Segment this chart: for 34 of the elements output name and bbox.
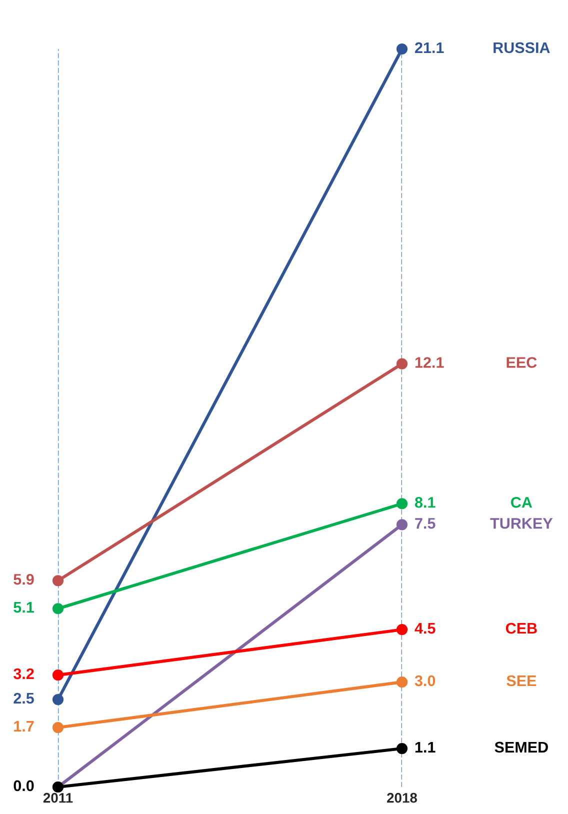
point: [52, 670, 64, 681]
point: [396, 498, 408, 510]
point: [52, 603, 64, 614]
point: [396, 519, 408, 530]
point: [52, 722, 64, 734]
text: CEB: [506, 622, 537, 634]
data-label: 3.0: [414, 675, 436, 686]
text: CA: [511, 496, 532, 508]
text: SEE: [506, 675, 536, 686]
data-label: 0.0: [14, 780, 34, 792]
data-label: 2.5: [14, 692, 34, 704]
x-tick-label: 2018: [387, 792, 418, 803]
data-label: 5.9: [14, 574, 34, 585]
data-label: 1.7: [14, 720, 34, 732]
text: TURKEY: [490, 518, 553, 529]
data-label: 21.1: [415, 42, 444, 53]
point: [396, 358, 408, 370]
point: [52, 694, 64, 706]
text: SEMED: [494, 742, 548, 753]
text: EEC: [506, 357, 537, 368]
data-label: 7.5: [415, 518, 436, 529]
point: [396, 742, 408, 754]
data-label: 1.1: [415, 742, 436, 752]
data-label: 5.1: [14, 602, 34, 613]
data-label: 12.1: [415, 357, 444, 368]
data-label: 3.2: [14, 668, 34, 680]
data-label: 8.1: [414, 496, 436, 508]
x-tick-label: 2011: [43, 792, 73, 803]
point: [52, 575, 64, 586]
text: RUSSIA: [494, 42, 550, 54]
data-label: 4.5: [414, 623, 436, 634]
point: [396, 624, 408, 636]
point: [396, 43, 408, 55]
point: [396, 676, 408, 688]
